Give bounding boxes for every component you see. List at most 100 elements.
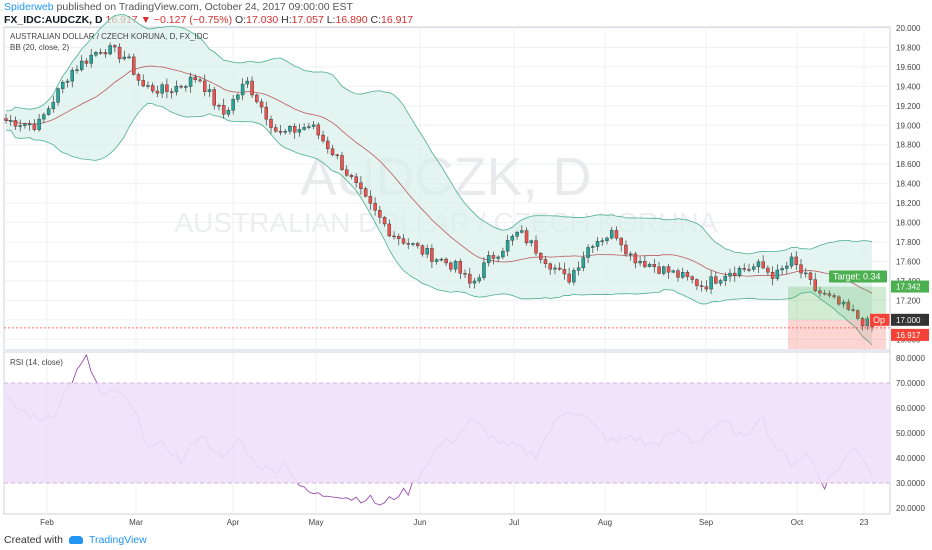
candle-body: [37, 118, 41, 130]
candle-body: [666, 266, 671, 273]
rsi-tick-label: 40.0000: [896, 454, 925, 463]
candle-body: [581, 257, 586, 269]
low-label: L:: [326, 14, 336, 26]
rsi-tick-label: 70.0000: [896, 379, 925, 388]
high-value: 17.057: [291, 14, 324, 26]
candle-body: [368, 196, 373, 204]
time-tick-label: Mar: [129, 518, 143, 527]
candle-body: [89, 54, 93, 64]
candle-body: [605, 237, 609, 241]
candle-body: [756, 261, 761, 267]
candle-body: [785, 265, 789, 269]
candle-body: [794, 256, 799, 265]
header-line-1: Spiderweb published on TradingView.com, …: [4, 1, 353, 14]
candle-body: [567, 273, 571, 283]
candle-body: [430, 248, 434, 262]
published-text: published on TradingView.com, October 24…: [56, 1, 353, 13]
candle-body: [56, 88, 60, 103]
candle-body: [184, 86, 188, 88]
candle-body: [198, 79, 202, 82]
candle-body: [576, 267, 581, 271]
candle-body: [297, 129, 302, 133]
candle-body: [113, 45, 117, 48]
candle-body: [657, 266, 661, 274]
price-tick-label: 19.800: [896, 43, 921, 52]
candle-body: [841, 301, 846, 305]
candle-body: [150, 85, 155, 92]
bb-lower-line: [5, 102, 873, 346]
bb-basis-line: [5, 65, 873, 294]
open-label: O:: [235, 14, 247, 26]
candle-body: [595, 240, 600, 247]
candle-body: [203, 80, 207, 92]
candle-body: [837, 296, 841, 305]
tradingview-logo-icon: [68, 536, 83, 545]
candle-body: [169, 91, 174, 93]
candle-body: [193, 76, 198, 81]
candle-body: [662, 266, 666, 274]
candle-body: [458, 261, 463, 274]
candles-group: [4, 42, 874, 332]
candle-body: [340, 155, 344, 170]
candle-body: [638, 261, 642, 264]
change-value: ▼ −0.127 (−0.75%): [140, 14, 233, 26]
candle-body: [401, 238, 406, 244]
candle-body: [94, 52, 98, 56]
candle-body: [103, 52, 108, 55]
author-link[interactable]: Spiderweb: [4, 1, 54, 13]
candle-body: [472, 280, 477, 284]
candle-body: [453, 261, 458, 270]
price-tick-label: 18.600: [896, 160, 921, 169]
candle-body: [51, 102, 56, 109]
rsi-pane-title: RSI (14, close): [10, 358, 63, 367]
candle-body: [813, 279, 817, 292]
candle-body: [61, 82, 65, 89]
candle-body: [789, 256, 794, 267]
price-tick-label: 17.200: [896, 296, 921, 305]
candle-body: [709, 276, 713, 290]
candle-body: [439, 258, 444, 261]
candle-body: [245, 80, 250, 85]
candle-body: [387, 223, 392, 237]
candle-body: [737, 268, 742, 276]
candle-body: [13, 120, 18, 127]
candle-body: [146, 85, 150, 87]
candle-body: [392, 235, 396, 238]
candle-body: [543, 259, 548, 264]
candle-body: [406, 243, 410, 245]
candle-body: [397, 236, 401, 239]
candle-body: [217, 105, 221, 107]
last-price-tag-text: 16.917: [896, 331, 921, 340]
candle-body: [529, 240, 534, 244]
rsi-tick-label: 30.0000: [896, 479, 925, 488]
candle-body: [647, 263, 652, 267]
candle-body: [822, 292, 827, 295]
rsi-tick-label: 80.0000: [896, 354, 925, 363]
candle-body: [761, 261, 765, 269]
bb-indicator-label: BB (20, close, 2): [10, 43, 69, 52]
candle-body: [42, 114, 46, 120]
candle-body: [349, 175, 354, 177]
price-tick-label: 19.000: [896, 121, 921, 130]
candle-body: [207, 89, 212, 92]
candle-body: [330, 148, 335, 156]
candle-body: [382, 217, 387, 225]
time-tick-label: 23: [860, 518, 869, 527]
candle-body: [865, 318, 869, 327]
candle-body: [449, 262, 453, 270]
high-label: H:: [281, 14, 292, 26]
time-tick-label: Jun: [414, 518, 427, 527]
candle-body: [65, 80, 70, 83]
price-tick-label: 18.000: [896, 219, 921, 228]
time-tick-label: Apr: [227, 518, 240, 527]
candle-body: [127, 56, 131, 59]
candle-body: [9, 120, 13, 122]
tradingview-brand-link[interactable]: TradingView: [88, 534, 147, 546]
candle-body: [534, 240, 538, 254]
long-position-tool[interactable]: Target: 0.34 Op: [4, 270, 890, 349]
candle-body: [685, 272, 690, 277]
candle-body: [609, 230, 614, 239]
created-with-text: Created with: [4, 534, 63, 546]
candle-body: [463, 273, 467, 275]
